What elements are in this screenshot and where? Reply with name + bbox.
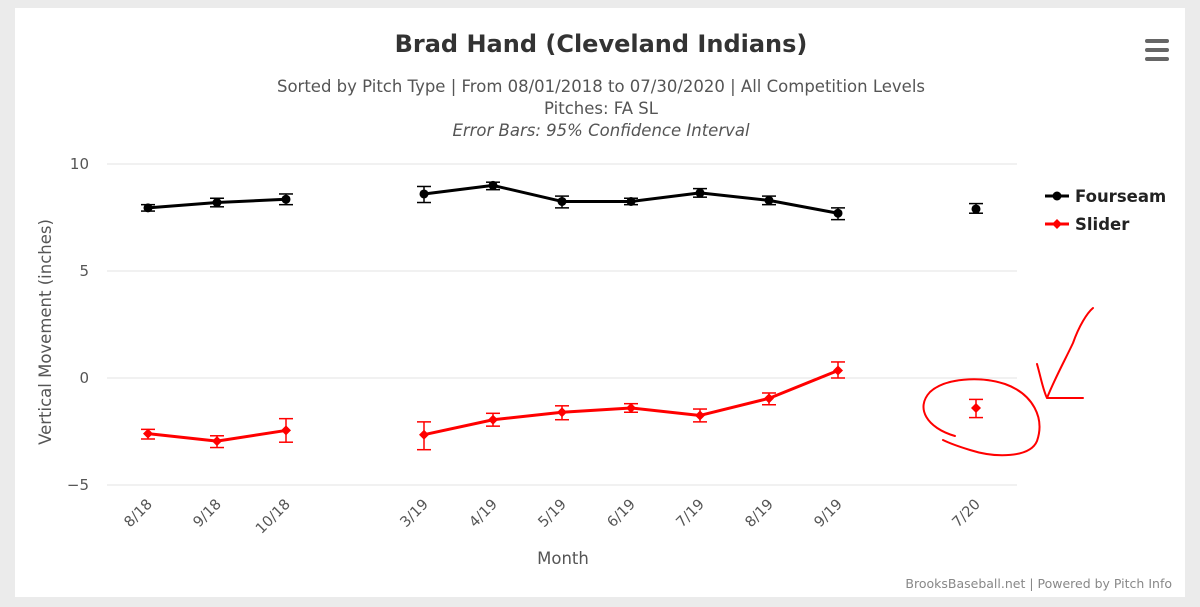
x-tick-label: 7/20: [949, 497, 983, 531]
legend-item-fourseam[interactable]: Fourseam: [1045, 187, 1166, 206]
y-tick-label: 0: [79, 369, 89, 387]
legend-marker-slider: [1052, 219, 1062, 229]
data-point[interactable]: [833, 365, 843, 376]
chart-subtitle-line-1: Sorted by Pitch Type | From 08/01/2018 t…: [277, 77, 925, 96]
data-point[interactable]: [626, 402, 636, 413]
legend-label-slider: Slider: [1075, 215, 1130, 234]
menu-button[interactable]: [1140, 33, 1174, 67]
legend-marker-fourseam: [1052, 191, 1062, 201]
chart-title: Brad Hand (Cleveland Indians): [395, 30, 808, 58]
y-axis-ticks: 10 5 0 −5: [67, 155, 89, 494]
data-point[interactable]: [143, 203, 153, 213]
x-tick-label: 8/19: [742, 497, 776, 531]
plot-series: [141, 180, 983, 451]
data-point[interactable]: [626, 196, 636, 206]
data-point[interactable]: [557, 196, 567, 206]
chart-container: Brad Hand (Cleveland Indians) Sorted by …: [15, 8, 1185, 597]
legend: Fourseam Slider: [1045, 187, 1166, 234]
x-tick-label: 6/19: [604, 497, 638, 531]
y-tick-label: −5: [67, 476, 89, 494]
x-axis-ticks: 8/18 9/18 10/18 3/19 4/19 5/19 6/19 7/19 8/19 9/1…: [121, 497, 983, 538]
legend-item-slider[interactable]: Slider: [1045, 215, 1130, 234]
data-point[interactable]: [419, 189, 429, 199]
data-point[interactable]: [557, 407, 567, 418]
x-tick-label: 9/18: [190, 497, 224, 531]
chart-svg: Brad Hand (Cleveland Indians) Sorted by …: [36, 30, 1174, 591]
x-axis-title: Month: [537, 549, 589, 568]
data-point[interactable]: [212, 436, 222, 447]
x-tick-label: 4/19: [466, 497, 500, 531]
data-point[interactable]: [971, 402, 981, 413]
x-tick-label: 3/19: [397, 497, 431, 531]
chart-note: Error Bars: 95% Confidence Interval: [452, 121, 750, 140]
credits-link[interactable]: BrooksBaseball.net | Powered by Pitch In…: [905, 576, 1172, 591]
data-point[interactable]: [143, 428, 153, 439]
data-point[interactable]: [212, 198, 222, 208]
data-point[interactable]: [695, 410, 705, 421]
hand-drawn-annotation: [922, 307, 1094, 457]
legend-label-fourseam: Fourseam: [1075, 187, 1166, 206]
y-axis-title: Vertical Movement (inches): [36, 219, 55, 445]
data-point[interactable]: [695, 188, 705, 198]
series-fourseam: [141, 180, 983, 221]
data-point[interactable]: [764, 393, 774, 404]
y-tick-label: 10: [70, 155, 89, 173]
series-line-slider: [423, 369, 839, 437]
data-point[interactable]: [419, 429, 429, 440]
data-point[interactable]: [281, 425, 291, 436]
data-point[interactable]: [488, 414, 498, 425]
chart-subtitle-line-2: Pitches: FA SL: [544, 99, 659, 118]
x-tick-label: 5/19: [535, 497, 569, 531]
x-tick-label: 10/18: [253, 497, 294, 538]
data-point[interactable]: [833, 208, 843, 218]
data-point[interactable]: [281, 194, 291, 204]
y-tick-label: 5: [79, 262, 89, 280]
data-point[interactable]: [971, 204, 981, 214]
hand-drawn-arrow: [1036, 307, 1094, 399]
x-tick-label: 7/19: [673, 497, 707, 531]
hamburger-menu-icon: [1145, 39, 1169, 61]
hand-drawn-circle: [922, 378, 1041, 457]
x-tick-label: 9/19: [811, 497, 845, 531]
x-tick-label: 8/18: [121, 497, 155, 531]
grid-lines: [107, 163, 1017, 486]
data-point[interactable]: [764, 195, 774, 205]
data-point[interactable]: [488, 180, 498, 190]
series-slider: [141, 361, 983, 451]
